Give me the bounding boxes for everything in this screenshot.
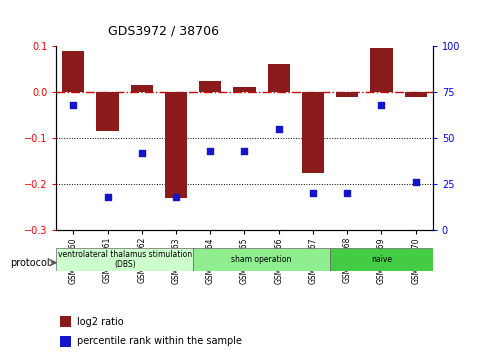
Bar: [164, 92, 187, 198]
Point: [377, 102, 385, 108]
Text: ventrolateral thalamus stimulation
(DBS): ventrolateral thalamus stimulation (DBS): [58, 250, 191, 269]
Text: naive: naive: [370, 255, 391, 264]
Point: [240, 148, 248, 154]
Point: [103, 194, 111, 200]
Bar: [62, 51, 84, 92]
Point: [343, 190, 350, 196]
Bar: [60, 336, 71, 347]
Point: [206, 148, 214, 154]
Bar: [369, 48, 392, 92]
Point: [274, 126, 282, 132]
Bar: [404, 92, 426, 97]
Bar: [199, 80, 221, 92]
Bar: [56, 248, 193, 271]
Point: [138, 150, 145, 156]
Text: sham operation: sham operation: [231, 255, 291, 264]
Point: [172, 194, 180, 200]
Bar: [130, 85, 153, 92]
Text: log2 ratio: log2 ratio: [77, 316, 123, 327]
Bar: [301, 92, 324, 172]
Bar: [60, 316, 71, 327]
Point: [411, 179, 419, 185]
Bar: [335, 92, 358, 97]
Point: [308, 190, 316, 196]
Point: [69, 102, 77, 108]
Bar: [329, 248, 432, 271]
Bar: [267, 64, 289, 92]
Bar: [233, 87, 255, 92]
Bar: [193, 248, 329, 271]
Bar: [96, 92, 119, 131]
Text: percentile rank within the sample: percentile rank within the sample: [77, 336, 242, 346]
Text: GDS3972 / 38706: GDS3972 / 38706: [107, 24, 218, 37]
Text: protocol: protocol: [10, 258, 49, 268]
